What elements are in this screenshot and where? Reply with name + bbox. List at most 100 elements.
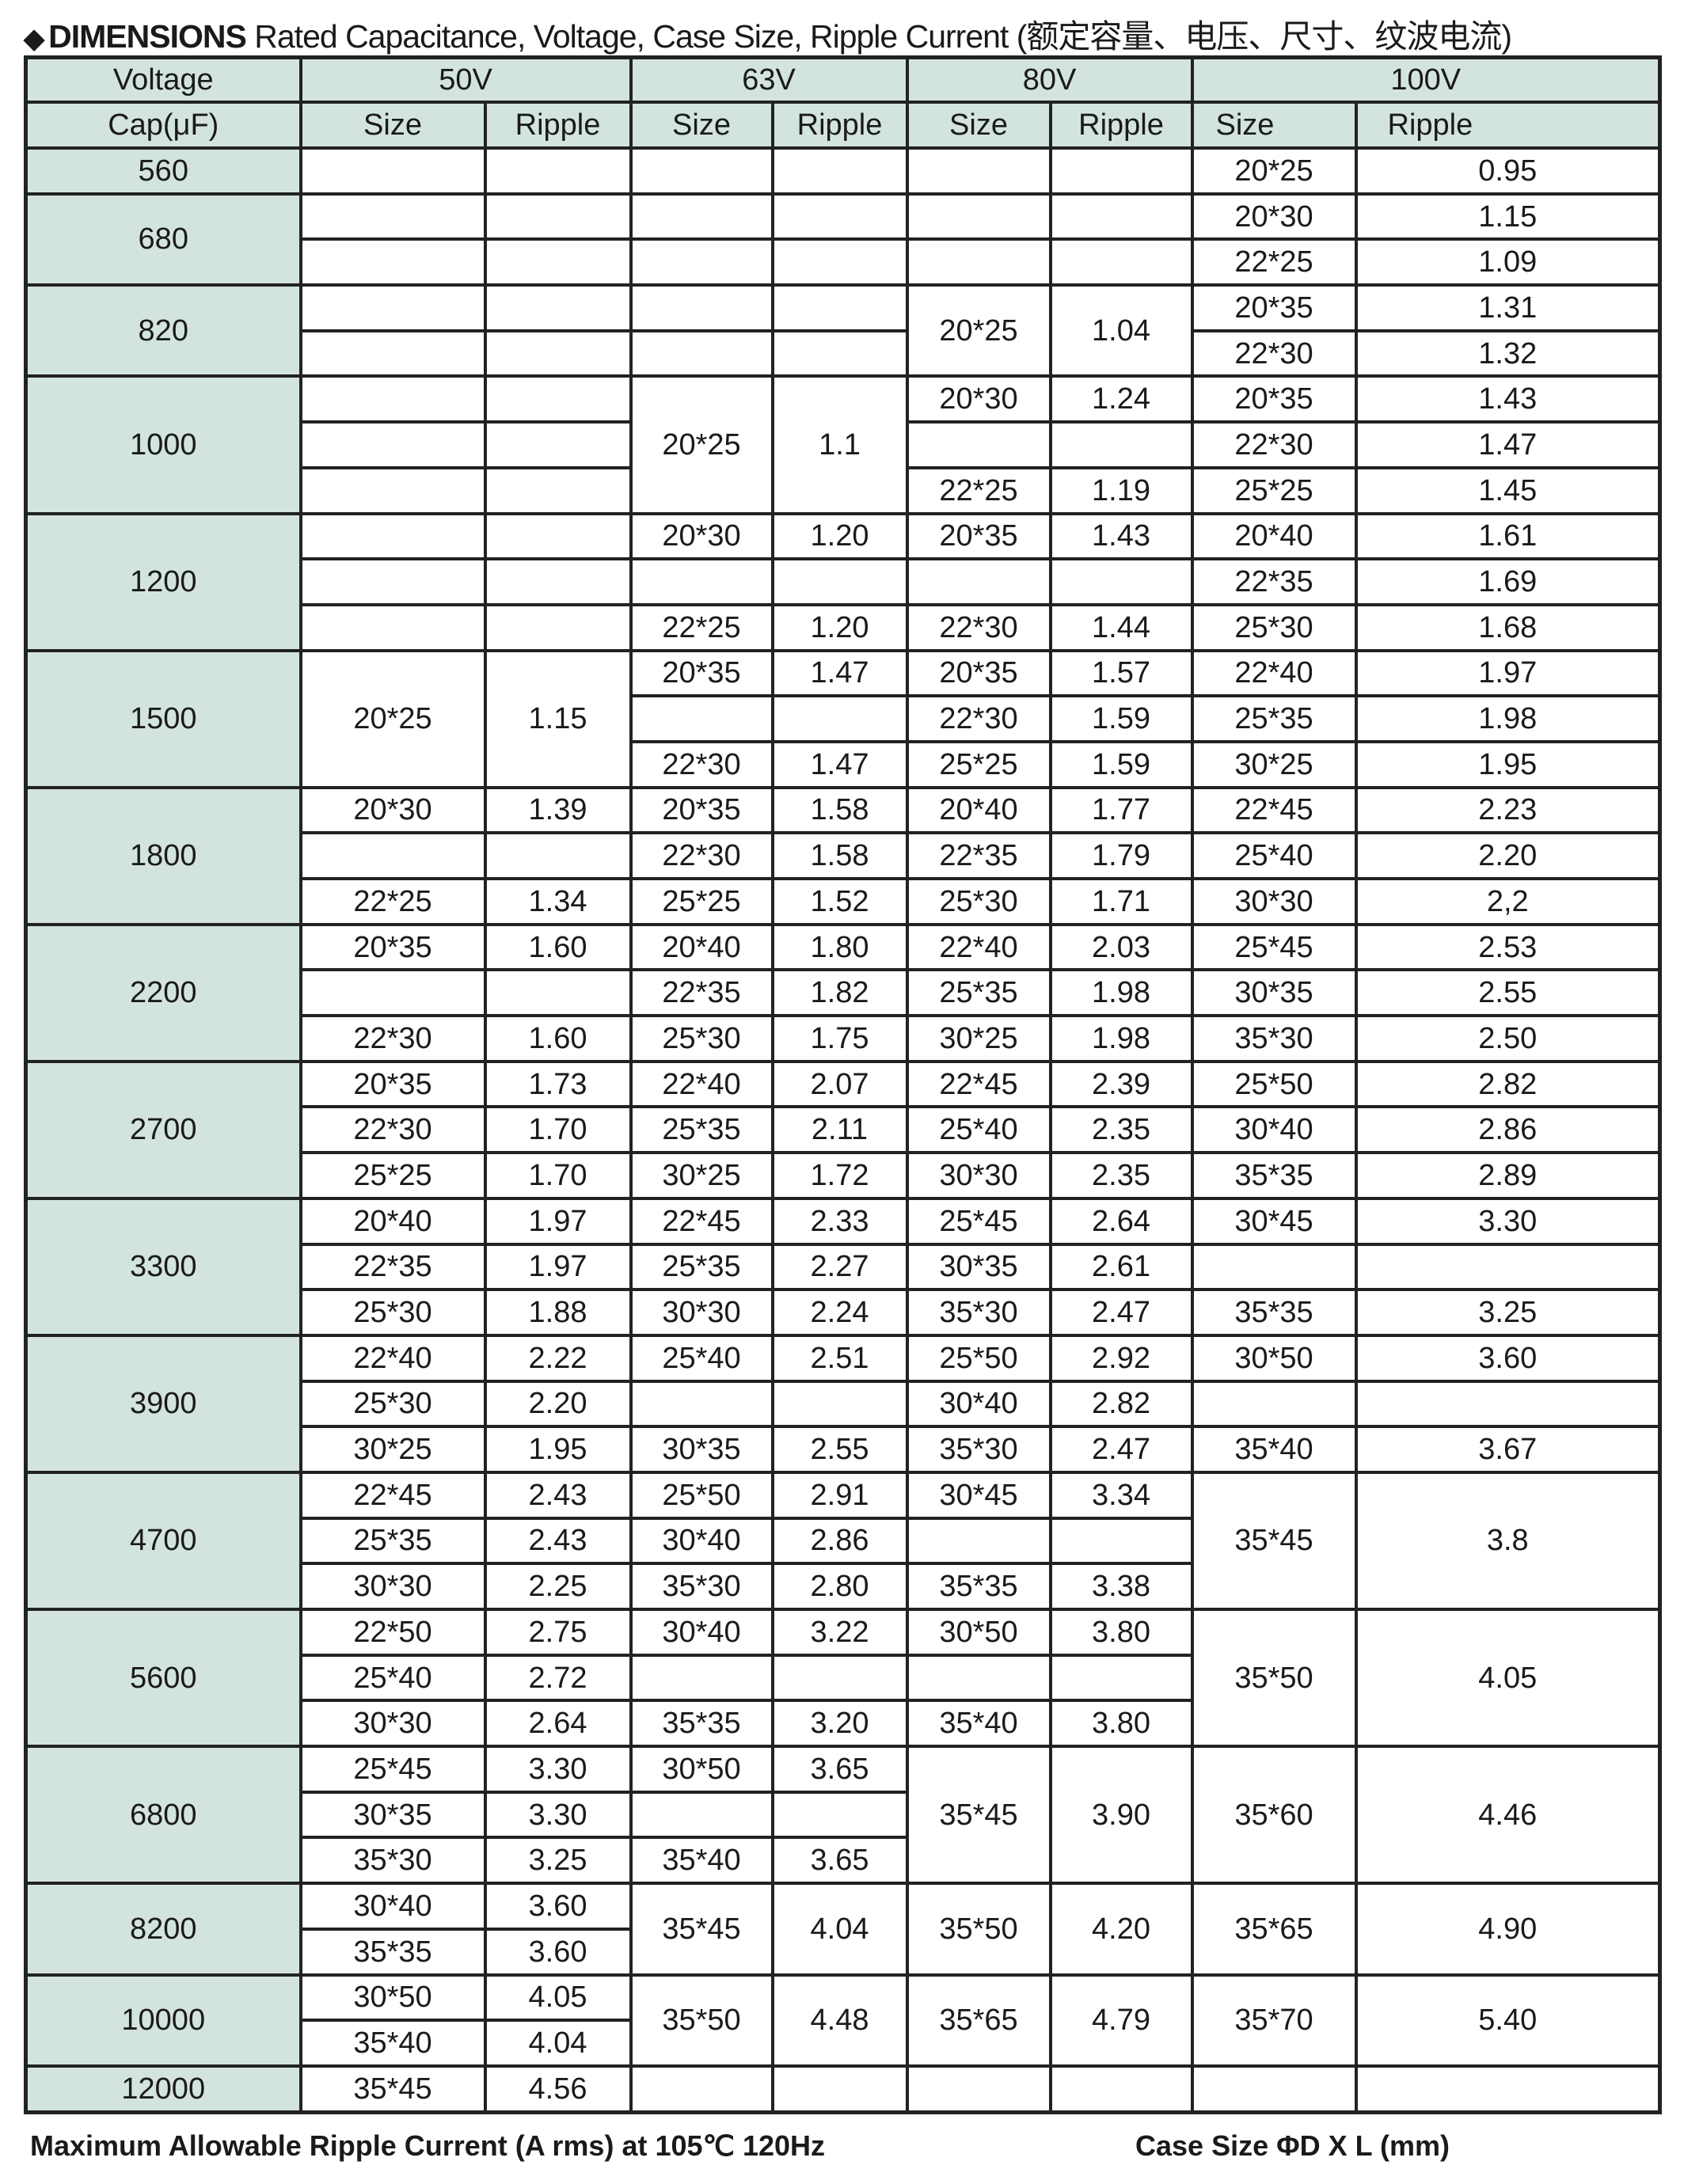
table-row: 1800 20*30 1.39 20*35 1.58 20*40 1.77 22*45 2.23 bbox=[24, 785, 1662, 926]
table-cell bbox=[483, 192, 633, 241]
table-cell: 22*30 bbox=[629, 831, 774, 880]
table-cell: 2.55 bbox=[770, 1425, 909, 1474]
capacitance-cell: 3300 bbox=[24, 1196, 302, 1337]
table-row: 8200 30*40 3.60 35*45 4.04 35*50 4.20 35*65 4.90 bbox=[24, 1882, 1662, 1977]
table-cell: 35*35 bbox=[298, 1927, 487, 1977]
table-cell bbox=[1190, 2064, 1358, 2114]
table-cell: 1.88 bbox=[483, 1288, 633, 1337]
table-cell bbox=[629, 1653, 774, 1703]
table-cell: 1.15 bbox=[1354, 192, 1662, 241]
table-cell: 1.20 bbox=[770, 511, 909, 561]
table-cell bbox=[905, 557, 1052, 606]
table-cell: 35*65 bbox=[1190, 1882, 1358, 1977]
table-cell: 2.82 bbox=[1048, 1379, 1194, 1429]
table-cell: 1.80 bbox=[770, 922, 909, 972]
table-cell bbox=[298, 146, 487, 196]
table-cell: 35*50 bbox=[629, 1973, 774, 2068]
table-cell: 3.30 bbox=[1354, 1196, 1662, 1246]
table-cell bbox=[1048, 237, 1194, 287]
table-cell bbox=[483, 329, 633, 378]
table-cell: 2.33 bbox=[770, 1196, 909, 1246]
table-row: 560 20*25 0.95 bbox=[24, 146, 1662, 196]
table-cell: 3.22 bbox=[770, 1608, 909, 1657]
table-cell: 3.30 bbox=[483, 1790, 633, 1840]
table-cell: 5.40 bbox=[1354, 1973, 1662, 2068]
footer-ripple-note: Maximum Allowable Ripple Current (A rms)… bbox=[30, 2129, 826, 2162]
table-cell: 4.48 bbox=[770, 1973, 909, 2068]
table-cell: 2.89 bbox=[1354, 1151, 1662, 1200]
table-cell bbox=[629, 237, 774, 287]
table-row: 1000 20*25 1.1 20*30 1.24 20*35 1.43 bbox=[24, 374, 1662, 515]
table-cell bbox=[1048, 557, 1194, 606]
table-cell: 30*40 bbox=[905, 1379, 1052, 1429]
table-cell: 1.34 bbox=[483, 877, 633, 926]
table-cell: 1.98 bbox=[1048, 968, 1194, 1018]
table-cell bbox=[770, 1653, 909, 1703]
table-cell: 3.60 bbox=[483, 1882, 633, 1931]
table-cell: 2.75 bbox=[483, 1608, 633, 1657]
table-cell: 1.58 bbox=[770, 785, 909, 835]
table-cell: 2.23 bbox=[1354, 785, 1662, 835]
table-cell: 2.43 bbox=[483, 1470, 633, 1520]
table-cell: 22*35 bbox=[905, 831, 1052, 880]
table-cell bbox=[483, 465, 633, 515]
header-100v: 100V bbox=[1190, 55, 1662, 104]
table-cell bbox=[483, 968, 633, 1018]
table-cell: 35*45 bbox=[1190, 1470, 1358, 1612]
table-cell bbox=[629, 1379, 774, 1429]
table-cell: 22*35 bbox=[298, 1242, 487, 1292]
table-cell bbox=[483, 420, 633, 469]
header-size: Size bbox=[905, 101, 1052, 150]
table-cell: 30*25 bbox=[905, 1014, 1052, 1063]
table-cell bbox=[770, 557, 909, 606]
table-cell: 35*35 bbox=[1190, 1288, 1358, 1337]
table-cell: 1.43 bbox=[1048, 511, 1194, 561]
table-cell: 2.25 bbox=[483, 1562, 633, 1611]
header-size: Size bbox=[298, 101, 487, 150]
table-cell: 22*30 bbox=[905, 602, 1052, 652]
table-cell: 1.47 bbox=[1354, 420, 1662, 469]
table-cell: 1.70 bbox=[483, 1151, 633, 1200]
table-cell: 2.20 bbox=[483, 1379, 633, 1429]
table-cell: 22*30 bbox=[629, 739, 774, 789]
table-cell: 30*40 bbox=[298, 1882, 487, 1931]
table-row: 820 20*25 1.04 20*35 1.31 bbox=[24, 283, 1662, 378]
table-cell: 30*35 bbox=[1190, 968, 1358, 1018]
table-cell: 1.59 bbox=[1048, 694, 1194, 743]
table-cell: 20*35 bbox=[1190, 374, 1358, 424]
title-main: DIMENSIONS bbox=[48, 18, 247, 55]
table-cell: 25*40 bbox=[1190, 831, 1358, 880]
table-cell: 2.22 bbox=[483, 1333, 633, 1383]
table-cell bbox=[483, 557, 633, 606]
table-cell: 35*30 bbox=[905, 1288, 1052, 1337]
table-cell bbox=[770, 1790, 909, 1840]
table-cell: 1.95 bbox=[1354, 739, 1662, 789]
table-cell bbox=[298, 237, 487, 287]
table-row: 22*30 1.32 bbox=[26, 329, 1662, 378]
table-cell: 30*45 bbox=[1190, 1196, 1358, 1246]
table-cell: 22*25 bbox=[905, 465, 1052, 515]
table-cell bbox=[1048, 420, 1194, 469]
table-cell: 0.95 bbox=[1354, 146, 1662, 196]
table-cell: 1.52 bbox=[770, 877, 909, 926]
table-row: 12000 35*45 4.56 bbox=[24, 2064, 1662, 2114]
table-cell: 1.39 bbox=[483, 785, 633, 835]
table-cell: 1.68 bbox=[1354, 602, 1662, 652]
header-size: Size bbox=[1190, 101, 1358, 150]
table-cell: 20*25 bbox=[629, 374, 774, 515]
table-cell bbox=[298, 557, 487, 606]
table-cell: 30*40 bbox=[1190, 1105, 1358, 1155]
table-cell: 4.05 bbox=[483, 1973, 633, 2023]
table-cell bbox=[629, 1790, 774, 1840]
table-cell: 35*40 bbox=[1190, 1425, 1358, 1474]
table-row: 1500 20*25 1.15 20*35 1.47 20*35 1.57 22*40 1.97 bbox=[24, 648, 1662, 789]
table-cell: 1.19 bbox=[1048, 465, 1194, 515]
table-cell: 2.39 bbox=[1048, 1059, 1194, 1109]
table-cell: 25*30 bbox=[905, 877, 1052, 926]
capacitance-cell: 6800 bbox=[24, 1745, 302, 1886]
table-cell: 30*50 bbox=[629, 1745, 774, 1794]
table-cell: 4.05 bbox=[1354, 1607, 1662, 1749]
table-cell: 35*65 bbox=[905, 1973, 1052, 2068]
table-cell: 35*45 bbox=[298, 2064, 487, 2114]
table-cell: 30*40 bbox=[629, 1608, 774, 1657]
